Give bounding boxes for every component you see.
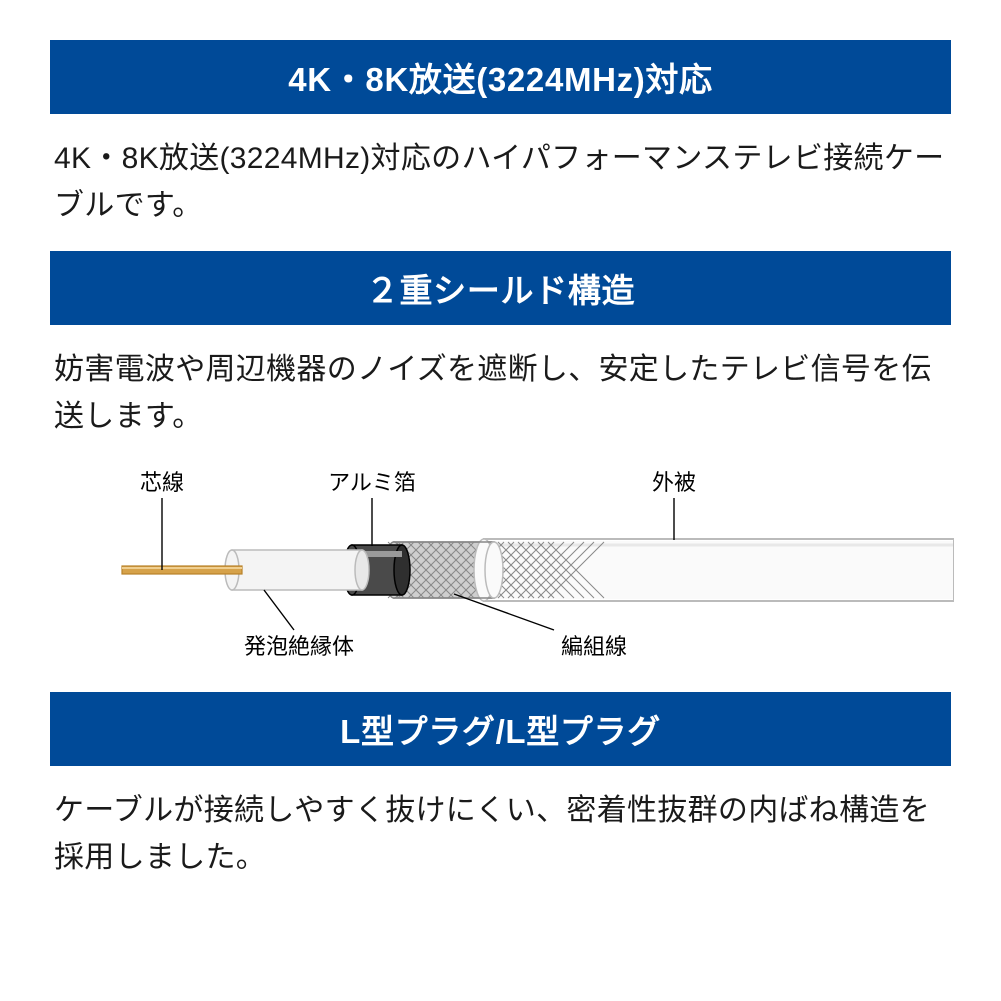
svg-text:発泡絶縁体: 発泡絶縁体 (244, 634, 354, 659)
svg-text:外被: 外被 (652, 470, 696, 495)
svg-text:アルミ箔: アルミ箔 (328, 470, 416, 495)
cable-diagram: 芯線 アルミ箔 外被発泡絶縁体 編組線 (50, 462, 951, 692)
svg-text:編組線: 編組線 (561, 634, 627, 659)
section2-body: 妨害電波や周辺機器のノイズを遮断し、安定したテレビ信号を伝送します。 (50, 325, 951, 462)
section1-body: 4K・8K放送(3224MHz)対応のハイパフォーマンステレビ接続ケーブルです。 (50, 114, 951, 251)
section3-body: ケーブルが接続しやすく抜けにくい、密着性抜群の内ばね構造を採用しました。 (50, 766, 951, 903)
svg-text:芯線: 芯線 (140, 470, 184, 495)
section1-header: 4K・8K放送(3224MHz)対応 (50, 40, 951, 114)
section2-header: ２重シールド構造 (50, 251, 951, 325)
section3-header: L型プラグ/L型プラグ (50, 692, 951, 766)
